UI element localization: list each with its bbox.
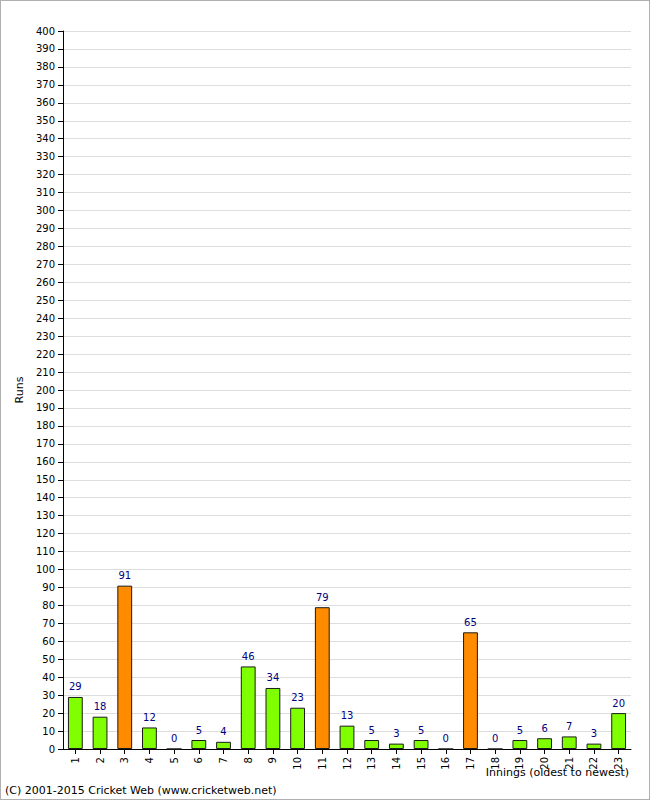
svg-text:110: 110 — [36, 546, 55, 557]
svg-text:210: 210 — [36, 367, 55, 378]
svg-text:21: 21 — [564, 757, 575, 770]
svg-text:240: 240 — [36, 313, 55, 324]
svg-text:360: 360 — [36, 97, 55, 108]
svg-text:19: 19 — [514, 757, 525, 770]
svg-text:380: 380 — [36, 61, 55, 72]
svg-text:70: 70 — [42, 618, 55, 629]
svg-text:320: 320 — [36, 169, 55, 180]
svg-text:280: 280 — [36, 241, 55, 252]
svg-text:5: 5 — [169, 757, 180, 763]
svg-text:300: 300 — [36, 205, 55, 216]
svg-text:80: 80 — [42, 600, 55, 611]
svg-text:9: 9 — [267, 757, 278, 763]
svg-text:370: 370 — [36, 79, 55, 90]
svg-text:12: 12 — [342, 757, 353, 770]
svg-text:(C) 2001-2015 Cricket Web (www: (C) 2001-2015 Cricket Web (www.cricketwe… — [5, 784, 277, 797]
svg-text:5: 5 — [517, 725, 523, 736]
svg-text:5: 5 — [196, 725, 202, 736]
svg-text:4: 4 — [144, 757, 155, 763]
svg-text:330: 330 — [36, 151, 55, 162]
svg-text:20: 20 — [539, 757, 550, 770]
svg-text:140: 140 — [36, 492, 55, 503]
svg-text:17: 17 — [465, 757, 476, 770]
svg-text:90: 90 — [42, 582, 55, 593]
svg-text:220: 220 — [36, 349, 55, 360]
svg-text:310: 310 — [36, 187, 55, 198]
svg-text:200: 200 — [36, 385, 55, 396]
svg-text:290: 290 — [36, 223, 55, 234]
svg-text:0: 0 — [492, 733, 498, 744]
svg-text:5: 5 — [418, 725, 424, 736]
svg-text:6: 6 — [193, 757, 204, 763]
svg-text:5: 5 — [369, 725, 375, 736]
svg-text:23: 23 — [613, 757, 624, 770]
svg-text:130: 130 — [36, 510, 55, 521]
svg-text:91: 91 — [118, 570, 131, 581]
svg-text:230: 230 — [36, 331, 55, 342]
svg-text:Innings (oldest to newest): Innings (oldest to newest) — [486, 766, 629, 779]
svg-text:180: 180 — [36, 420, 55, 431]
svg-text:3: 3 — [119, 757, 130, 763]
svg-text:8: 8 — [243, 757, 254, 763]
svg-text:13: 13 — [366, 757, 377, 770]
svg-text:7: 7 — [218, 757, 229, 763]
svg-text:350: 350 — [36, 115, 55, 126]
svg-text:190: 190 — [36, 402, 55, 413]
svg-text:10: 10 — [42, 726, 55, 737]
svg-text:270: 270 — [36, 259, 55, 270]
svg-text:170: 170 — [36, 438, 55, 449]
svg-text:30: 30 — [42, 690, 55, 701]
svg-text:16: 16 — [440, 757, 451, 770]
svg-text:3: 3 — [393, 728, 399, 739]
svg-text:79: 79 — [316, 592, 329, 603]
svg-text:Runs: Runs — [13, 376, 26, 403]
svg-text:0: 0 — [49, 744, 55, 755]
svg-text:10: 10 — [292, 757, 303, 770]
svg-text:400: 400 — [36, 26, 55, 37]
svg-text:340: 340 — [36, 133, 55, 144]
svg-text:46: 46 — [242, 651, 255, 662]
svg-text:2: 2 — [95, 757, 106, 763]
svg-text:18: 18 — [94, 701, 107, 712]
svg-text:18: 18 — [490, 757, 501, 770]
svg-text:1: 1 — [70, 757, 81, 763]
svg-text:12: 12 — [143, 712, 156, 723]
svg-text:15: 15 — [416, 757, 427, 770]
svg-text:11: 11 — [317, 757, 328, 770]
svg-text:6: 6 — [541, 723, 547, 734]
svg-text:150: 150 — [36, 474, 55, 485]
svg-text:0: 0 — [443, 733, 449, 744]
svg-text:65: 65 — [464, 617, 477, 628]
svg-text:390: 390 — [36, 43, 55, 54]
svg-text:160: 160 — [36, 456, 55, 467]
svg-text:3: 3 — [591, 728, 597, 739]
svg-text:13: 13 — [341, 710, 354, 721]
svg-text:120: 120 — [36, 528, 55, 539]
svg-text:100: 100 — [36, 564, 55, 575]
svg-text:29: 29 — [69, 681, 82, 692]
svg-text:23: 23 — [291, 692, 304, 703]
svg-text:40: 40 — [42, 672, 55, 683]
svg-text:22: 22 — [588, 757, 599, 770]
svg-text:34: 34 — [267, 672, 280, 683]
svg-text:0: 0 — [171, 733, 177, 744]
svg-text:50: 50 — [42, 654, 55, 665]
svg-text:7: 7 — [566, 721, 572, 732]
svg-text:20: 20 — [42, 708, 55, 719]
svg-text:14: 14 — [391, 757, 402, 770]
svg-text:20: 20 — [612, 698, 625, 709]
svg-text:4: 4 — [220, 726, 226, 737]
svg-text:260: 260 — [36, 277, 55, 288]
svg-text:60: 60 — [42, 636, 55, 647]
svg-text:250: 250 — [36, 295, 55, 306]
